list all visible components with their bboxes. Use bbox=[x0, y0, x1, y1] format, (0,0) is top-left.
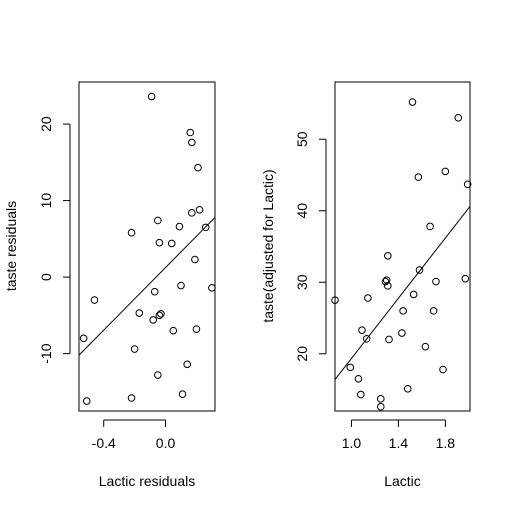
y-tick-label: 0 bbox=[38, 273, 54, 281]
y-tick-label: 20 bbox=[38, 116, 54, 132]
y-tick-label: 20 bbox=[294, 346, 310, 362]
y-tick-label: 30 bbox=[294, 274, 310, 290]
data-point bbox=[426, 222, 434, 231]
data-point bbox=[414, 173, 423, 181]
data-point bbox=[398, 329, 406, 337]
data-point bbox=[463, 180, 472, 189]
data-point bbox=[194, 163, 202, 172]
data-point bbox=[385, 335, 393, 344]
data-point bbox=[415, 266, 424, 274]
y-tick-label: 50 bbox=[294, 131, 310, 147]
data-point bbox=[439, 365, 447, 374]
x-tick-label: -0.4 bbox=[92, 435, 116, 451]
data-points bbox=[331, 98, 472, 411]
data-point bbox=[208, 284, 216, 292]
data-point bbox=[157, 310, 165, 318]
x-tick-label: 1.4 bbox=[389, 435, 409, 451]
data-point bbox=[130, 345, 139, 353]
data-point bbox=[362, 334, 371, 343]
data-point bbox=[169, 326, 178, 335]
x-tick-label: 0.0 bbox=[156, 435, 176, 451]
data-point bbox=[454, 113, 463, 122]
y-axis-title: taste(adjusted for Lactic) bbox=[260, 169, 276, 322]
data-point bbox=[429, 307, 438, 315]
data-point bbox=[127, 394, 136, 402]
data-point bbox=[186, 128, 195, 137]
data-point bbox=[82, 397, 91, 405]
data-point bbox=[149, 316, 157, 324]
data-point bbox=[421, 342, 430, 351]
y-tick-label: 10 bbox=[38, 193, 54, 209]
data-point bbox=[358, 326, 366, 334]
y-axis-title: taste residuals bbox=[3, 201, 19, 291]
x-tick-label: 1.0 bbox=[342, 435, 362, 451]
x-axis: 1.0 1.4 1.8 bbox=[342, 419, 456, 451]
data-point bbox=[175, 222, 184, 231]
data-point bbox=[192, 325, 201, 333]
data-point bbox=[382, 276, 391, 284]
data-point bbox=[195, 205, 204, 214]
data-point bbox=[147, 92, 156, 101]
data-point bbox=[155, 311, 164, 320]
data-point bbox=[461, 274, 470, 283]
data-point bbox=[188, 209, 196, 217]
x-axis: -0.4 0.0 bbox=[92, 419, 176, 451]
data-point bbox=[155, 238, 164, 247]
data-point bbox=[384, 282, 392, 290]
data-point bbox=[384, 251, 392, 260]
data-point bbox=[177, 281, 185, 290]
data-point bbox=[331, 296, 339, 304]
panel-1: -0.4 0.0 -10 0 10 20 Lactic residuals taste res… bbox=[3, 81, 216, 489]
data-point bbox=[150, 287, 159, 296]
data-point bbox=[432, 277, 440, 286]
y-tick-label: 40 bbox=[294, 203, 310, 219]
y-axis: -10 0 10 20 bbox=[38, 116, 71, 364]
data-point bbox=[441, 167, 450, 176]
data-point bbox=[79, 334, 88, 343]
regression-line bbox=[78, 217, 216, 356]
y-axis: 20 30 40 50 bbox=[294, 131, 327, 362]
data-point bbox=[354, 375, 363, 383]
data-point bbox=[403, 385, 412, 393]
data-point bbox=[167, 239, 176, 248]
data-point bbox=[408, 98, 417, 106]
data-point bbox=[409, 290, 418, 299]
data-point bbox=[357, 390, 365, 399]
data-point bbox=[127, 228, 136, 237]
data-point bbox=[188, 138, 196, 147]
data-point bbox=[90, 296, 99, 304]
data-points bbox=[79, 92, 216, 405]
data-point bbox=[201, 223, 210, 232]
data-point bbox=[376, 402, 385, 411]
data-point bbox=[178, 390, 187, 398]
data-point bbox=[381, 277, 390, 286]
data-point bbox=[364, 294, 372, 302]
data-point bbox=[183, 360, 191, 369]
data-point bbox=[154, 371, 162, 379]
plot-frame bbox=[78, 81, 216, 412]
data-point bbox=[154, 216, 162, 225]
x-tick-label: 1.8 bbox=[436, 435, 456, 451]
data-point bbox=[346, 363, 355, 372]
data-point bbox=[135, 309, 144, 317]
x-axis-title: Lactic bbox=[384, 473, 421, 489]
x-axis-title: Lactic residuals bbox=[99, 473, 196, 489]
data-point bbox=[376, 395, 385, 403]
y-tick-label: -10 bbox=[38, 343, 54, 363]
regression-line bbox=[334, 206, 471, 380]
panel-2: 1.0 1.4 1.8 20 30 40 50 Lactic taste(adjusted fo… bbox=[260, 81, 472, 489]
plot-frame bbox=[334, 81, 471, 412]
data-point bbox=[399, 307, 407, 315]
data-point bbox=[191, 255, 199, 264]
